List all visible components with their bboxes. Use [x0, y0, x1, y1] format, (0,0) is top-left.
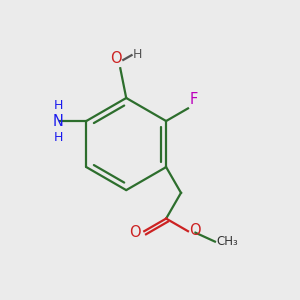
Text: H: H	[53, 98, 63, 112]
Text: O: O	[110, 51, 122, 66]
Text: O: O	[129, 225, 141, 240]
Text: F: F	[190, 92, 198, 107]
Text: H: H	[133, 48, 142, 62]
Text: CH₃: CH₃	[216, 235, 238, 248]
Text: O: O	[190, 223, 201, 238]
Text: H: H	[53, 130, 63, 143]
Text: N: N	[53, 113, 64, 128]
